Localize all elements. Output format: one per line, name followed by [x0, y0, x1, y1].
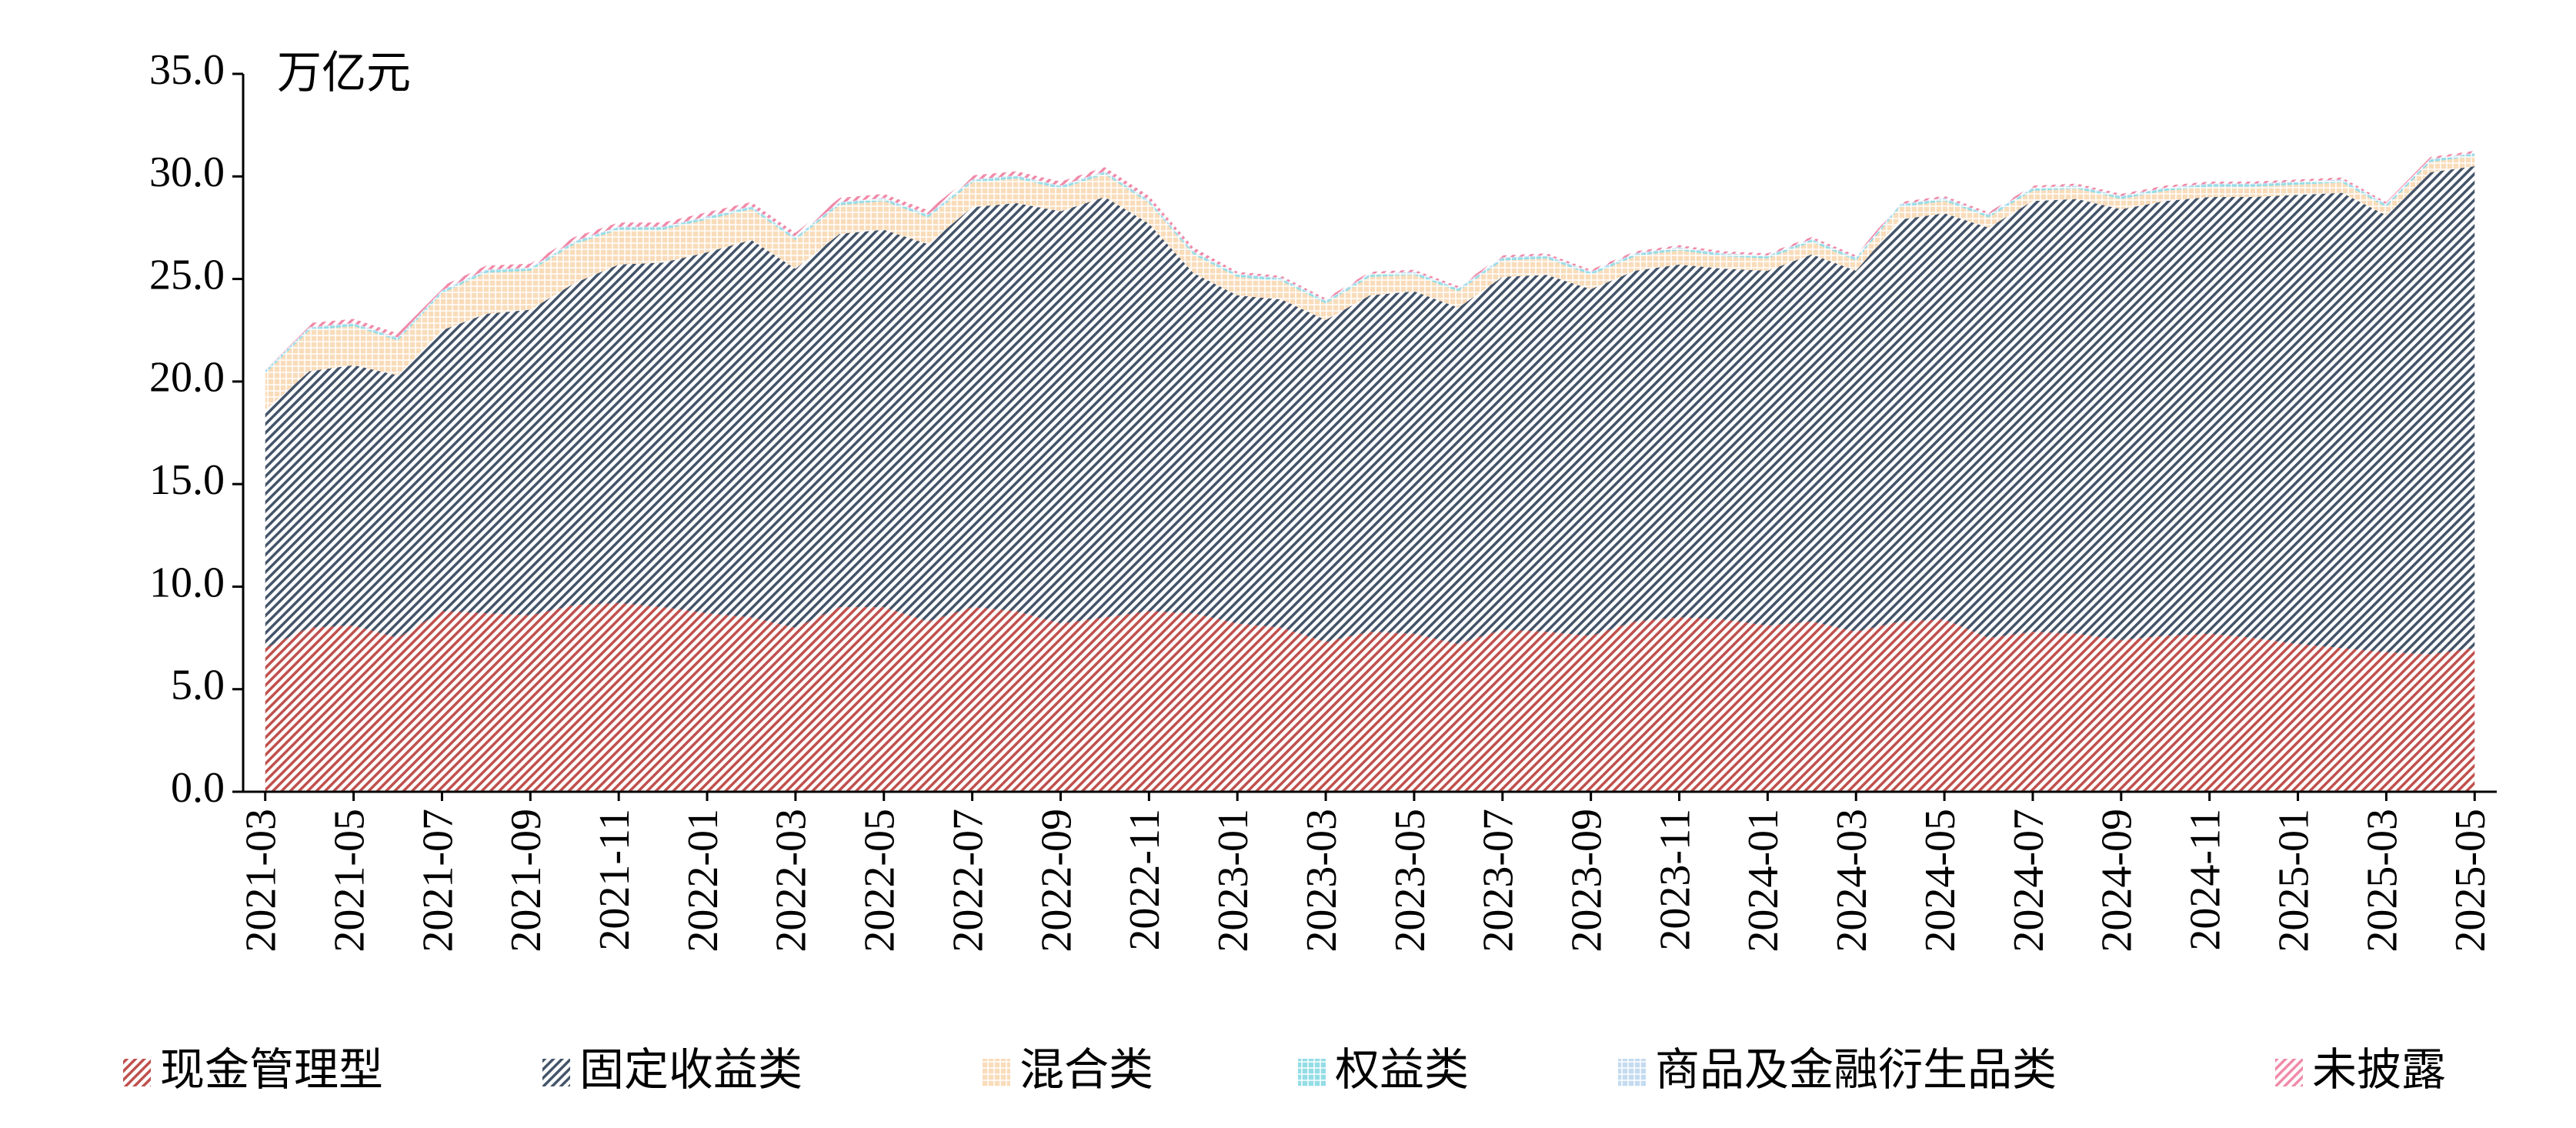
x-tick-label: 2023-07 — [1475, 809, 1523, 953]
x-tick-label: 2022-11 — [1121, 809, 1169, 951]
x-tick-label: 2024-03 — [1828, 809, 1876, 953]
area — [265, 165, 2475, 655]
x-tick-label: 2023-09 — [1563, 809, 1611, 953]
y-tick-label: 20.0 — [149, 354, 225, 402]
x-tick-label: 2022-03 — [768, 809, 816, 953]
x-tick-label: 2025-03 — [2358, 809, 2406, 953]
y-tick-label: 30.0 — [149, 149, 225, 196]
x-tick-label: 2024-11 — [2182, 809, 2230, 951]
x-tick-label: 2021-11 — [591, 809, 639, 951]
area — [265, 602, 2475, 792]
x-tick-label: 2023-05 — [1386, 809, 1434, 953]
x-tick-label: 2022-05 — [856, 809, 904, 953]
legend-swatch — [1298, 1059, 1326, 1086]
x-tick-label: 2025-01 — [2270, 809, 2317, 953]
legend-swatch — [2275, 1059, 2303, 1086]
legend-swatch — [983, 1059, 1010, 1086]
legend-swatch — [542, 1059, 570, 1086]
x-tick-label: 2023-11 — [1651, 809, 1699, 951]
unit-label: 万亿元 — [277, 46, 411, 98]
x-tick-label: 2024-01 — [1740, 809, 1787, 953]
x-tick-label: 2025-05 — [2447, 809, 2494, 953]
legend-label: 固定收益类 — [579, 1043, 802, 1096]
legend-label: 现金管理型 — [160, 1043, 383, 1096]
x-tick-label: 2024-07 — [2005, 809, 2053, 953]
x-tick-label: 2022-01 — [679, 809, 727, 953]
x-tick-label: 2022-07 — [944, 809, 992, 953]
x-tick-label: 2021-05 — [325, 809, 373, 953]
legend-swatch — [1618, 1059, 1646, 1086]
x-tick-label: 2021-07 — [414, 809, 462, 953]
x-tick-label: 2023-01 — [1210, 809, 1257, 953]
y-tick-label: 5.0 — [171, 662, 225, 709]
x-tick-label: 2021-03 — [238, 809, 285, 953]
y-tick-label: 25.0 — [149, 251, 225, 299]
legend-label: 权益类 — [1335, 1043, 1469, 1096]
legend-label: 未披露 — [2312, 1043, 2446, 1096]
legend-label: 商品及金融衍生品类 — [1655, 1043, 2057, 1096]
x-tick-label: 2021-09 — [502, 809, 550, 953]
x-tick-label: 2024-05 — [1917, 809, 1964, 953]
legend-label: 混合类 — [1019, 1043, 1153, 1096]
y-tick-label: 0.0 — [171, 764, 225, 812]
legend-swatch — [123, 1059, 151, 1086]
y-tick-label: 10.0 — [149, 559, 225, 606]
x-tick-label: 2022-09 — [1033, 809, 1080, 953]
x-tick-label: 2024-09 — [2094, 809, 2141, 953]
y-tick-label: 15.0 — [149, 456, 225, 504]
y-tick-label: 35.0 — [149, 46, 225, 94]
area — [265, 155, 2475, 411]
x-tick-label: 2023-03 — [1298, 809, 1346, 953]
